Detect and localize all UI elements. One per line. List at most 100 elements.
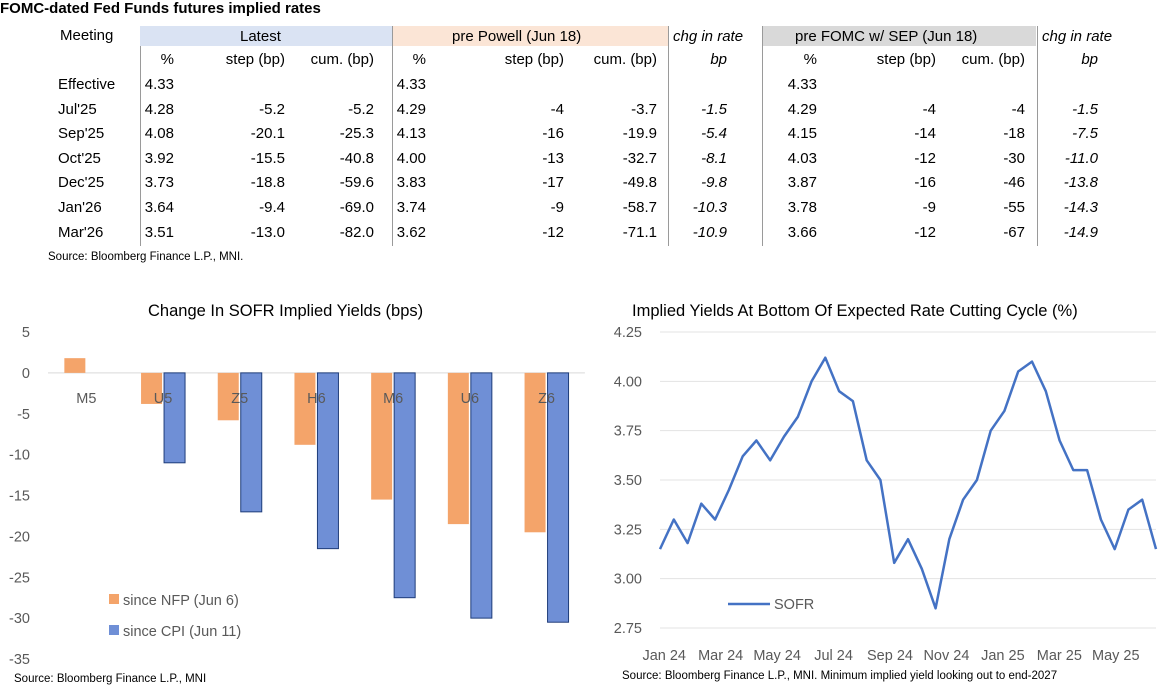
meeting-label: Sep'25 [58,125,105,143]
x-tick-label: Mar 24 [698,648,743,664]
bar [163,372,186,464]
table-cell: -9 [922,199,936,216]
x-category-label: M5 [76,391,96,407]
table-cell: -32.7 [622,149,657,167]
table-cell: -3.7 [631,100,657,118]
y-tick-label: 2.75 [614,621,642,637]
x-tick-label: May 24 [753,648,801,664]
y-tick-label: 3.50 [614,473,642,489]
latest-header: Latest [240,28,281,45]
y-tick-label: 3.75 [614,424,642,440]
subheader-cell: % [412,51,426,68]
table-cell: -9.8 [701,174,727,192]
table-cell: -9 [550,199,564,216]
table-cell: -11.0 [1064,149,1098,167]
table-cell: -13.8 [1063,174,1098,192]
table-cell: 3.73 [144,174,174,192]
pre-fomc-header-bg [763,26,1036,46]
table-cell: -12 [542,223,564,241]
chg-rate-header-2: chg in rate [1042,28,1113,45]
subheader-cell: % [160,51,174,68]
meeting-label: Mar'26 [58,223,104,241]
table-cell: -17 [542,174,564,192]
chg-rate-header-1: chg in rate [673,28,744,45]
subheader-cell: bp [710,51,727,68]
table-cell: -25.3 [339,125,374,143]
subheader-cell: % [803,51,817,68]
bar-chart: 5 0 -5 -10 -15 -20 -25 -30 -35 M5 U5 Z5 H6 M6 U6 Z6 sinc… [9,325,585,668]
y-tick-label: 4.00 [614,374,642,390]
y-tick-label: -15 [9,489,30,505]
x-category-label: Z6 [538,391,555,407]
x-category-label: M6 [383,391,403,407]
table-cell: 4.33 [396,76,426,93]
subheader-cell: step (bp) [876,51,936,68]
bar [294,372,316,445]
table-cell: -67 [1003,223,1025,241]
table-cell: 4.13 [396,125,426,143]
x-tick-label: May 25 [1092,648,1140,664]
bar-chart-title: Change In SOFR Implied Yields (bps) [148,302,424,320]
legend-swatch [109,594,119,604]
table-cell: -46 [1003,174,1025,192]
bar [393,372,416,599]
table-cell: -4 [922,100,936,118]
table-cell: -5.4 [701,125,727,143]
table-cell: -19.9 [622,125,657,143]
bar [217,372,239,421]
table-cell: -5.2 [348,100,374,118]
pre-powell-header-bg [393,26,668,46]
table-cell: -4 [1011,100,1025,118]
subheader-cell: bp [1081,51,1098,68]
y-tick-label: 4.25 [614,325,642,341]
line-chart-title: Implied Yields At Bottom Of Expected Rat… [632,302,1078,320]
series-line [658,356,1158,610]
bar [316,372,339,550]
bar [141,372,163,404]
table-cell: -30 [1003,149,1025,167]
table-cell: 4.33 [144,76,174,93]
x-category-label: U6 [461,391,480,407]
table-cell: -10.3 [692,199,727,216]
table-title: FOMC-dated Fed Funds futures implied rat… [0,0,321,17]
table-cell: 3.87 [787,174,817,192]
table-cell: -14 [914,125,936,143]
table-cell: -82.0 [339,223,374,241]
table-source: Source: Bloomberg Finance L.P., MNI. [48,251,244,263]
table-cell: 4.03 [787,149,817,167]
bar [371,372,393,500]
table-cell: -15.5 [250,149,285,167]
bar [64,358,86,373]
table-cell: -4 [550,100,564,118]
table-cell: -20.1 [250,125,285,143]
subheader-cell: cum. (bp) [593,51,657,68]
table-cell: -10.9 [692,223,727,241]
subheader-cell: step (bp) [225,51,285,68]
table-cell: 4.28 [144,100,174,118]
line-chart-source: Source: Bloomberg Finance L.P., MNI. Min… [622,670,1058,682]
table-cell: -8.1 [701,149,727,167]
table-cell: 3.51 [144,223,174,241]
y-tick-label: -25 [9,570,30,586]
table-cell: 3.66 [787,223,817,241]
x-category-label: Z5 [231,391,248,407]
table-cell: -14.9 [1063,223,1098,241]
table-cell: 3.64 [144,199,174,216]
x-category-label: H6 [307,391,326,407]
table-cell: -69.0 [339,199,374,216]
y-tick-label: -20 [9,529,30,545]
table-cell: -14.3 [1063,199,1098,216]
table-cell: 3.83 [396,174,426,192]
x-category-label: U5 [154,391,173,407]
subheader-cell: cum. (bp) [310,51,374,68]
y-tick-label: 3.25 [614,522,642,538]
table-cell: -55 [1003,199,1025,216]
table-cell: -58.7 [622,199,657,216]
legend-swatch [109,625,119,635]
legend-label: since CPI (Jun 11) [123,624,241,640]
table-cell: 3.74 [396,199,426,216]
pre-fomc-header: pre FOMC w/ SEP (Jun 18) [795,28,978,45]
meeting-label: Dec'25 [58,174,105,192]
meeting-label: Oct'25 [58,149,101,167]
